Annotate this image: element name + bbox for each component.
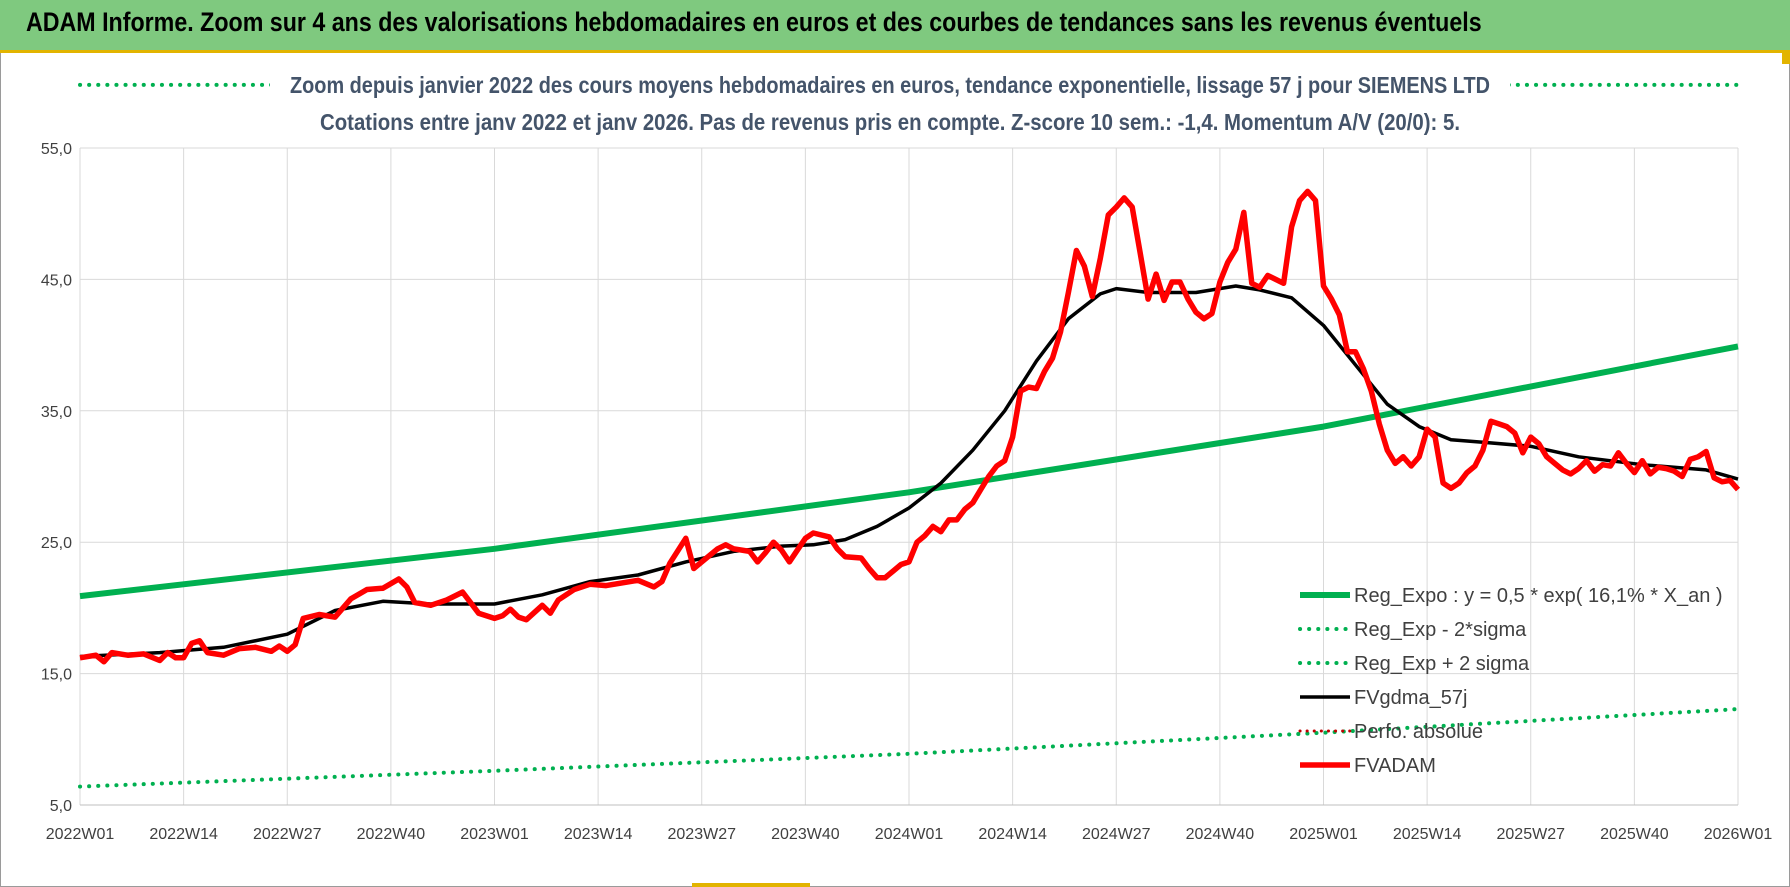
y-tick-label: 35,0 <box>41 404 72 421</box>
x-tick-label: 2023W27 <box>668 826 737 843</box>
legend-label: Reg_Expo : y = 0,5 * exp( 16,1% * X_an ) <box>1354 585 1723 607</box>
y-tick-label: 55,0 <box>41 141 72 158</box>
legend-label: FVADAM <box>1354 755 1436 777</box>
legend: Reg_Expo : y = 0,5 * exp( 16,1% * X_an )… <box>1298 585 1723 777</box>
y-tick-label: 25,0 <box>41 535 72 552</box>
y-tick-label: 5,0 <box>50 798 72 815</box>
grid <box>79 147 1739 806</box>
axes: 5,0 15,0 25,0 35,0 45,0 55,0 2022W01 2022W14 202… <box>41 141 1772 843</box>
bottom-accent <box>692 883 810 887</box>
legend-label: FVgdma_57j <box>1354 687 1467 709</box>
x-tick-label: 2022W27 <box>253 826 322 843</box>
legend-label: Perfo. absolue <box>1354 721 1483 743</box>
x-tick-label: 2023W01 <box>460 826 529 843</box>
y-tick-label: 45,0 <box>41 272 72 289</box>
page-title: ADAM Informe. Zoom sur 4 ans des valoris… <box>26 7 1482 37</box>
x-tick-label: 2024W27 <box>1082 826 1151 843</box>
legend-label: Reg_Exp - 2*sigma <box>1354 619 1527 641</box>
x-tick-label: 2025W01 <box>1289 826 1358 843</box>
reg-expo-line <box>79 343 1739 600</box>
x-tick-label: 2025W27 <box>1497 826 1566 843</box>
chart-titles: Zoom depuis janvier 2022 des cours moyen… <box>270 66 1510 142</box>
x-tick-label: 2023W14 <box>564 826 633 843</box>
x-tick-label: 2025W14 <box>1393 826 1462 843</box>
title-background <box>270 66 1510 142</box>
x-tick-label: 2024W01 <box>875 826 944 843</box>
x-tick-label: 2024W40 <box>1186 826 1255 843</box>
x-tick-label: 2024W14 <box>978 826 1047 843</box>
x-tick-label: 2025W40 <box>1600 826 1669 843</box>
x-tick-label: 2022W01 <box>46 826 115 843</box>
legend-label: Reg_Exp + 2 sigma <box>1354 653 1530 675</box>
x-tick-label: 2023W40 <box>771 826 840 843</box>
y-tick-label: 15,0 <box>41 667 72 684</box>
reg-exp-minus-2sigma-line <box>78 707 1740 789</box>
chart-title: Zoom depuis janvier 2022 des cours moyen… <box>290 72 1490 98</box>
fvadam-line <box>79 188 1741 665</box>
banner-edge-accent <box>1782 50 1790 64</box>
header-banner: ADAM Informe. Zoom sur 4 ans des valoris… <box>0 0 1790 53</box>
x-tick-label: 2022W40 <box>357 826 426 843</box>
x-tick-label: 2026W01 <box>1704 826 1773 843</box>
x-tick-label: 2022W14 <box>149 826 218 843</box>
chart-subtitle: Cotations entre janv 2022 et janv 2026. … <box>320 109 1460 135</box>
